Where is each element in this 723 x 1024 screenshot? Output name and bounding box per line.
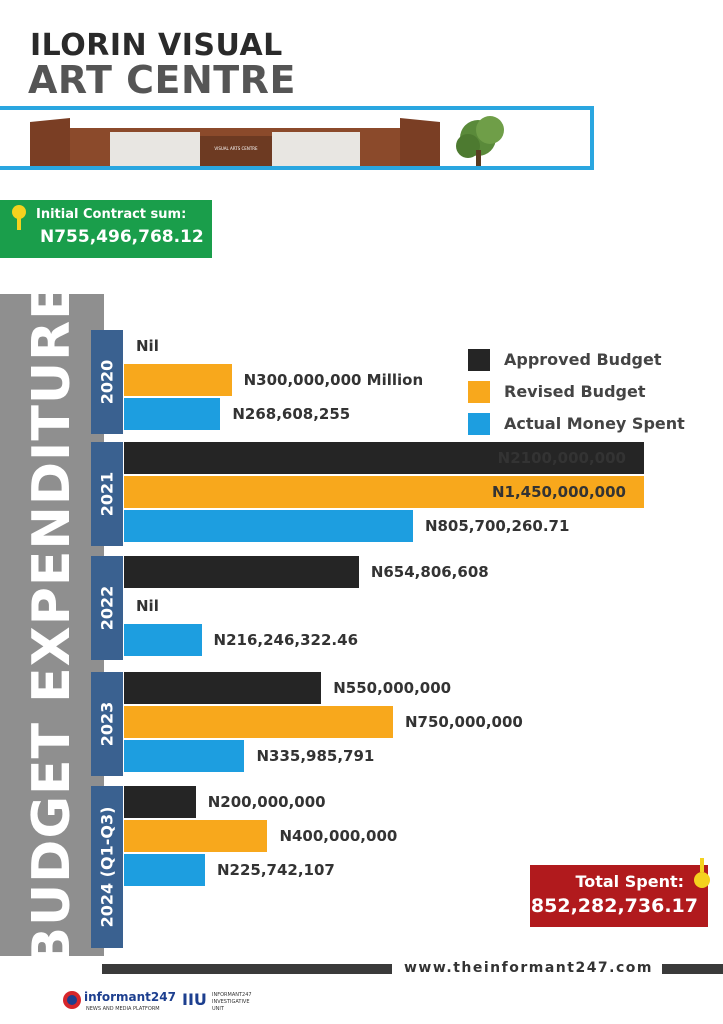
bar-actual-3 xyxy=(124,740,245,772)
building-illustration: VISUAL ARTS CENTRE xyxy=(30,116,504,166)
footer-website[interactable]: www.theinformant247.com xyxy=(404,960,653,976)
sidebar-panel xyxy=(0,294,104,956)
logo2-sub: INFORMANT247 INVESTIGATIVE UNIT xyxy=(212,992,252,1012)
value-label-actual-2: N216,246,322.46 xyxy=(213,631,359,649)
bar-actual-4 xyxy=(124,854,205,886)
value-label-approved-3: N550,000,000 xyxy=(333,679,452,697)
sidebar-title: BUDGET EXPENDITURE xyxy=(22,283,82,967)
informant-logo-icon xyxy=(63,991,81,1009)
bar-approved-2 xyxy=(124,556,359,588)
bar-actual-2 xyxy=(124,624,202,656)
legend-swatch-actual xyxy=(468,413,490,435)
footer-rule-right xyxy=(662,964,723,974)
value-label-approved-0: Nil xyxy=(136,337,159,355)
bar-actual-1 xyxy=(124,510,413,542)
total-spent-box: Total Spent: N1.852,282,736.17 xyxy=(495,865,708,927)
page-title-line2: ART CENTRE xyxy=(28,58,296,102)
pin-icon xyxy=(12,205,26,230)
initial-contract-box: Initial Contract sum: N755,496,768.12 xyxy=(0,200,212,258)
value-label-actual-4: N225,742,107 xyxy=(216,861,335,879)
year-label-2: 2022 xyxy=(91,556,123,660)
value-label-actual-0: N268,608,255 xyxy=(232,405,351,423)
value-label-approved-1: N2100,000,000 xyxy=(497,449,626,467)
bar-actual-0 xyxy=(124,398,221,430)
value-label-revised-3: N750,000,000 xyxy=(404,713,523,731)
year-label-4: 2024 (Q1-Q3) xyxy=(91,786,123,948)
bar-approved-3 xyxy=(124,672,322,704)
initial-contract-value: N755,496,768.12 xyxy=(40,227,204,247)
footer-rule-left xyxy=(102,964,392,974)
legend-swatch-revised xyxy=(468,381,490,403)
bar-approved-4 xyxy=(124,786,196,818)
iiu-logo: IIU INFORMANT247 INVESTIGATIVE UNIT xyxy=(182,988,272,1016)
bar-approved-1 xyxy=(124,442,644,474)
total-spent-label: Total Spent: xyxy=(575,872,684,891)
building-banner: VISUAL ARTS CENTRE xyxy=(0,106,594,170)
legend-label-actual: Actual Money Spent xyxy=(504,414,685,433)
value-label-approved-2: N654,806,608 xyxy=(370,563,489,581)
bar-revised-4 xyxy=(124,820,268,852)
initial-contract-label: Initial Contract sum: xyxy=(36,207,187,222)
value-label-approved-4: N200,000,000 xyxy=(207,793,326,811)
logo2-mark: IIU xyxy=(182,990,207,1009)
year-label-1: 2021 xyxy=(91,442,123,546)
value-label-actual-3: N335,985,791 xyxy=(256,747,375,765)
year-label-3: 2023 xyxy=(91,672,123,776)
value-label-revised-0: N300,000,000 Million xyxy=(243,371,424,389)
bar-revised-1 xyxy=(124,476,644,508)
year-label-0: 2020 xyxy=(91,330,123,434)
value-label-actual-1: N805,700,260.71 xyxy=(424,517,570,535)
pin-icon xyxy=(694,858,710,888)
logo1-sub: NEWS AND MEDIA PLATFORM xyxy=(86,1006,160,1012)
legend-label-approved: Approved Budget xyxy=(504,350,662,369)
legend-label-revised: Revised Budget xyxy=(504,382,646,401)
bar-revised-3 xyxy=(124,706,393,738)
value-label-revised-2: Nil xyxy=(136,597,159,615)
total-spent-value: N1.852,282,736.17 xyxy=(494,895,698,917)
value-label-revised-4: N400,000,000 xyxy=(279,827,398,845)
bar-revised-0 xyxy=(124,364,232,396)
value-label-revised-1: N1,450,000,000 xyxy=(491,483,626,501)
legend-swatch-approved xyxy=(468,349,490,371)
informant247-logo: informant247 NEWS AND MEDIA PLATFORM xyxy=(62,988,176,1016)
page-title-line1: ILORIN VISUAL xyxy=(30,28,283,63)
logo1-name: informant247 xyxy=(84,990,176,1004)
building-sign: VISUAL ARTS CENTRE xyxy=(214,146,258,151)
